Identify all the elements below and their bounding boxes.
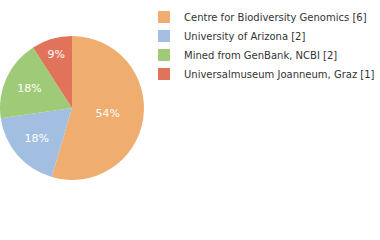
svg-text:54%: 54%: [95, 107, 119, 120]
svg-text:Mined from GenBank, NCBI [2]: Mined from GenBank, NCBI [2]: [184, 50, 337, 61]
svg-text:18%: 18%: [24, 132, 48, 145]
svg-text:Centre for Biodiversity Genomi: Centre for Biodiversity Genomics [6]: [184, 12, 367, 23]
svg-text:University of Arizona [2]: University of Arizona [2]: [184, 31, 305, 42]
svg-text:18%: 18%: [17, 82, 41, 95]
svg-text:Universalmuseum Joanneum, Graz: Universalmuseum Joanneum, Graz [1]: [184, 69, 375, 80]
svg-text:9%: 9%: [47, 48, 64, 61]
